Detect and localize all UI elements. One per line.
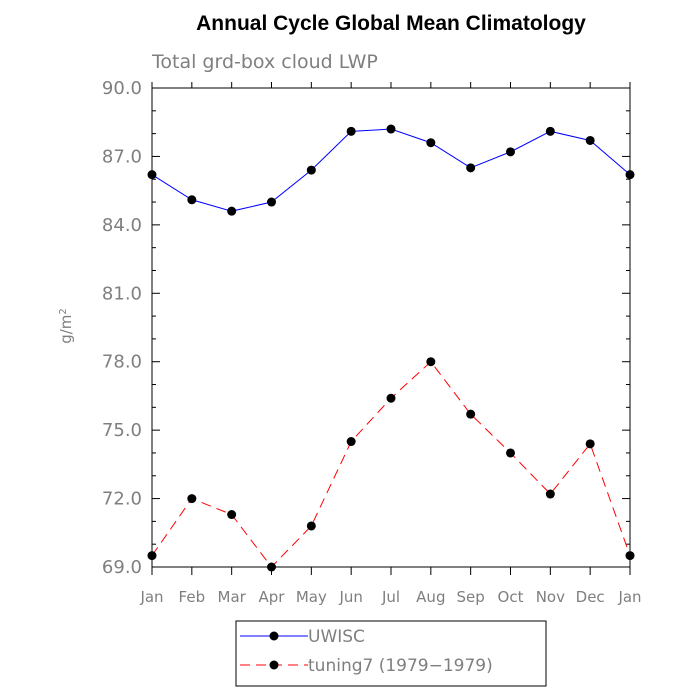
y-tick-label: 81.0 xyxy=(102,283,142,304)
x-tick-label: Nov xyxy=(536,588,565,606)
chart-title: Annual Cycle Global Mean Climatology xyxy=(196,12,586,35)
series-0 xyxy=(147,124,635,216)
data-point xyxy=(625,170,635,180)
data-point xyxy=(346,126,356,136)
data-point xyxy=(267,197,276,207)
x-axis-tick-labels: Jan Feb Mar Apr May Jun Jul Aug Sep Oct Nov Dec Jan xyxy=(139,588,641,606)
series-line xyxy=(151,360,631,568)
legend-label: UWISC xyxy=(308,627,365,647)
y-tick-label: 69.0 xyxy=(102,557,142,578)
data-point xyxy=(506,448,515,458)
legend-marker xyxy=(269,631,279,641)
y-tick-label: 75.0 xyxy=(102,420,142,441)
legend: UWISC tuning7 (1979−1979) xyxy=(235,620,547,687)
data-point xyxy=(545,489,555,499)
data-point xyxy=(426,138,436,148)
data-point xyxy=(227,206,237,216)
y-tick-label: 87.0 xyxy=(102,146,142,167)
data-point xyxy=(466,409,476,419)
x-tick-label: Oct xyxy=(498,588,524,606)
data-point xyxy=(227,510,237,520)
plot-area xyxy=(151,87,631,568)
y-tick-label: 72.0 xyxy=(102,489,142,510)
data-point xyxy=(625,551,635,561)
data-point xyxy=(585,439,595,449)
x-tick-label: Aug xyxy=(416,588,445,606)
x-tick-label: Sep xyxy=(457,588,485,606)
data-point xyxy=(147,170,157,180)
chart-subtitle: Total grd-box cloud LWP xyxy=(151,51,378,73)
x-tick-label: Dec xyxy=(576,588,605,606)
data-series xyxy=(147,124,635,572)
y-axis-label: g/m2 xyxy=(57,308,75,344)
data-point xyxy=(386,124,396,134)
data-point xyxy=(267,562,276,572)
x-tick-label: Jul xyxy=(381,588,400,606)
data-point xyxy=(585,135,595,145)
legend-label: tuning7 (1979−1979) xyxy=(308,656,493,676)
data-point xyxy=(466,163,476,173)
x-tick-label: Feb xyxy=(179,588,206,606)
data-point xyxy=(187,494,197,504)
legend-box xyxy=(235,620,547,687)
data-point xyxy=(386,393,396,403)
x-tick-label: Jan xyxy=(139,588,163,606)
x-tick-label: Mar xyxy=(218,588,247,606)
x-tick-label: Jun xyxy=(338,588,362,606)
legend-marker xyxy=(269,660,279,670)
data-point xyxy=(346,437,356,447)
x-tick-label: Apr xyxy=(259,588,286,606)
data-point xyxy=(306,165,316,175)
series-1 xyxy=(147,357,635,572)
y-tick-label: 90.0 xyxy=(102,78,142,99)
data-point xyxy=(506,147,515,157)
y-tick-label: 78.0 xyxy=(102,352,142,373)
data-point xyxy=(545,126,555,136)
data-point xyxy=(426,357,436,367)
data-point xyxy=(187,195,197,205)
series-line xyxy=(151,128,631,212)
x-tick-label: Jan xyxy=(617,588,641,606)
y-tick-label: 84.0 xyxy=(102,215,142,236)
data-point xyxy=(147,551,157,561)
y-axis-tick-labels: 69.0 72.0 75.0 78.0 81.0 84.0 87.0 90.0 xyxy=(102,78,142,578)
plot-frame xyxy=(151,87,631,568)
axis-ticks xyxy=(151,82,631,575)
data-point xyxy=(306,521,316,531)
x-tick-label: May xyxy=(296,588,327,606)
